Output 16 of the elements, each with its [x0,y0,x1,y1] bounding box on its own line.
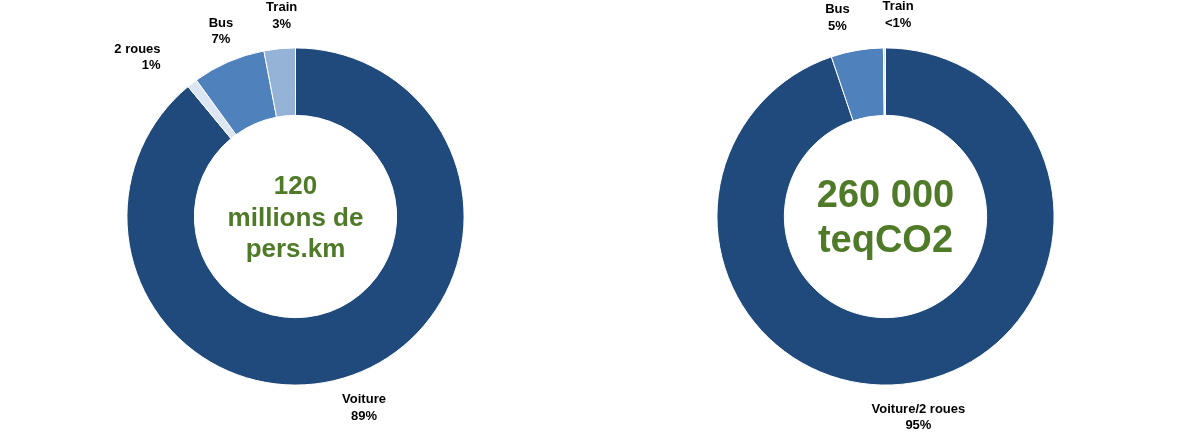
slice-label: Bus [208,14,234,30]
slice-label: Train [882,0,914,14]
data-label: 3% [272,15,292,31]
slice-label: Bus [825,1,850,17]
text: 120 millions de pers.km [227,170,364,263]
data-label: 95% [905,417,932,433]
data-label: 89% [351,407,378,423]
text: 260 000 teqCO2 [816,173,955,260]
slice-label: Voiture [342,391,386,407]
data-label: 5% [828,17,848,33]
slice-label: Train [266,0,298,15]
data-label: 7% [211,31,231,47]
data-label: 1% [141,57,161,73]
data-label: <1% [884,14,912,30]
slice-label: Voiture/2 roues [871,400,966,416]
slice-label: 2 roues [114,40,161,56]
